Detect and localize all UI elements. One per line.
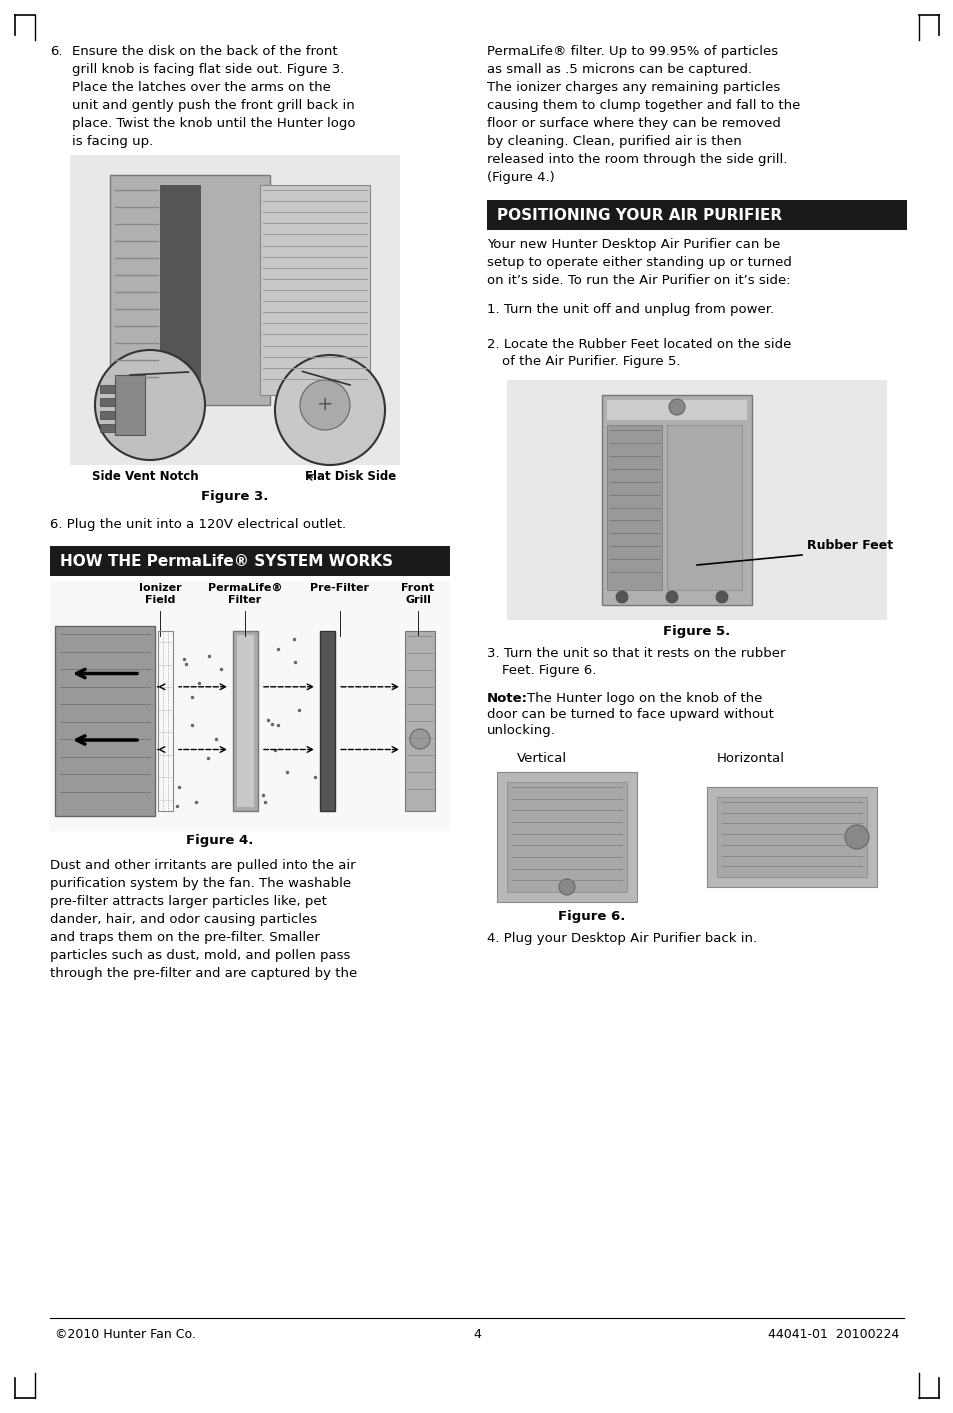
Bar <box>50 545 450 577</box>
Circle shape <box>716 591 727 603</box>
Text: POSITIONING YOUR AIR PURIFIER: POSITIONING YOUR AIR PURIFIER <box>497 208 781 222</box>
Text: unlocking.: unlocking. <box>486 723 556 738</box>
Text: 6.: 6. <box>50 45 63 58</box>
Bar <box>717 797 866 877</box>
Bar <box>50 581 450 831</box>
Text: Figure 5.: Figure 5. <box>662 625 730 639</box>
Circle shape <box>274 355 385 465</box>
Text: 44041-01  20100224: 44041-01 20100224 <box>767 1328 898 1341</box>
Bar <box>706 787 876 887</box>
Circle shape <box>616 591 627 603</box>
Bar <box>486 201 906 230</box>
Text: ©2010 Hunter Fan Co.: ©2010 Hunter Fan Co. <box>55 1328 195 1341</box>
Text: Figure 4.: Figure 4. <box>186 834 253 846</box>
Text: 4. Plug your Desktop Air Purifier back in.: 4. Plug your Desktop Air Purifier back i… <box>486 933 757 945</box>
Text: Dust and other irritants are pulled into the air
purification system by the fan.: Dust and other irritants are pulled into… <box>50 859 356 981</box>
Circle shape <box>299 380 350 430</box>
Bar <box>55 626 154 815</box>
Text: Figure 3.: Figure 3. <box>201 490 269 503</box>
Circle shape <box>668 398 684 415</box>
Circle shape <box>410 729 430 749</box>
Bar <box>100 384 115 393</box>
Text: The Hunter logo on the knob of the: The Hunter logo on the knob of the <box>526 692 761 705</box>
Bar <box>606 425 661 591</box>
Circle shape <box>95 350 205 461</box>
Text: door can be turned to face upward without: door can be turned to face upward withou… <box>486 708 773 721</box>
Text: HOW THE PermaLife® SYSTEM WORKS: HOW THE PermaLife® SYSTEM WORKS <box>60 554 393 568</box>
Bar <box>233 632 257 811</box>
Text: Pre-Filter: Pre-Filter <box>310 584 369 593</box>
Bar <box>601 396 751 605</box>
Bar <box>506 781 626 892</box>
Bar <box>405 632 435 811</box>
Circle shape <box>558 879 575 894</box>
Text: Ensure the disk on the back of the front
grill knob is facing flat side out. Fig: Ensure the disk on the back of the front… <box>71 45 355 148</box>
Circle shape <box>844 825 868 849</box>
Text: Note:: Note: <box>486 692 527 705</box>
Text: Rubber Feet: Rubber Feet <box>806 538 892 552</box>
Text: Horizontal: Horizontal <box>717 752 784 764</box>
Text: Flat Disk Side: Flat Disk Side <box>305 471 395 483</box>
Text: Front
Grill: Front Grill <box>401 584 434 605</box>
Bar <box>236 634 253 807</box>
Bar <box>497 771 637 901</box>
Text: 4: 4 <box>473 1328 480 1341</box>
Bar <box>666 425 741 591</box>
Text: PermaLife®
Filter: PermaLife® Filter <box>208 584 282 605</box>
Text: Figure 6.: Figure 6. <box>558 910 625 923</box>
Bar <box>110 175 270 406</box>
Text: 1. Turn the unit off and unplug from power.: 1. Turn the unit off and unplug from pow… <box>486 302 773 317</box>
Text: Ionizer
Field: Ionizer Field <box>138 584 181 605</box>
Bar <box>506 380 886 620</box>
Circle shape <box>665 591 678 603</box>
Bar <box>70 155 399 465</box>
Text: Your new Hunter Desktop Air Purifier can be
setup to operate either standing up : Your new Hunter Desktop Air Purifier can… <box>486 237 791 287</box>
Text: Vertical: Vertical <box>517 752 566 764</box>
Bar <box>100 411 115 420</box>
Text: +: + <box>316 396 333 414</box>
Bar <box>100 398 115 406</box>
Text: Feet. Figure 6.: Feet. Figure 6. <box>501 664 596 677</box>
Text: Side Vent Notch: Side Vent Notch <box>91 471 198 483</box>
Text: 3. Turn the unit so that it rests on the rubber: 3. Turn the unit so that it rests on the… <box>486 647 784 660</box>
Bar <box>260 185 370 396</box>
Text: of the Air Purifier. Figure 5.: of the Air Purifier. Figure 5. <box>501 355 679 367</box>
Bar <box>160 185 200 396</box>
Bar <box>319 632 335 811</box>
Text: 6. Plug the unit into a 120V electrical outlet.: 6. Plug the unit into a 120V electrical … <box>50 519 346 531</box>
Bar <box>100 424 115 432</box>
Text: PermaLife® filter. Up to 99.95% of particles
as small as .5 microns can be captu: PermaLife® filter. Up to 99.95% of parti… <box>486 45 800 184</box>
Bar <box>115 374 145 435</box>
Text: 2. Locate the Rubber Feet located on the side: 2. Locate the Rubber Feet located on the… <box>486 338 791 350</box>
Bar <box>606 400 746 420</box>
